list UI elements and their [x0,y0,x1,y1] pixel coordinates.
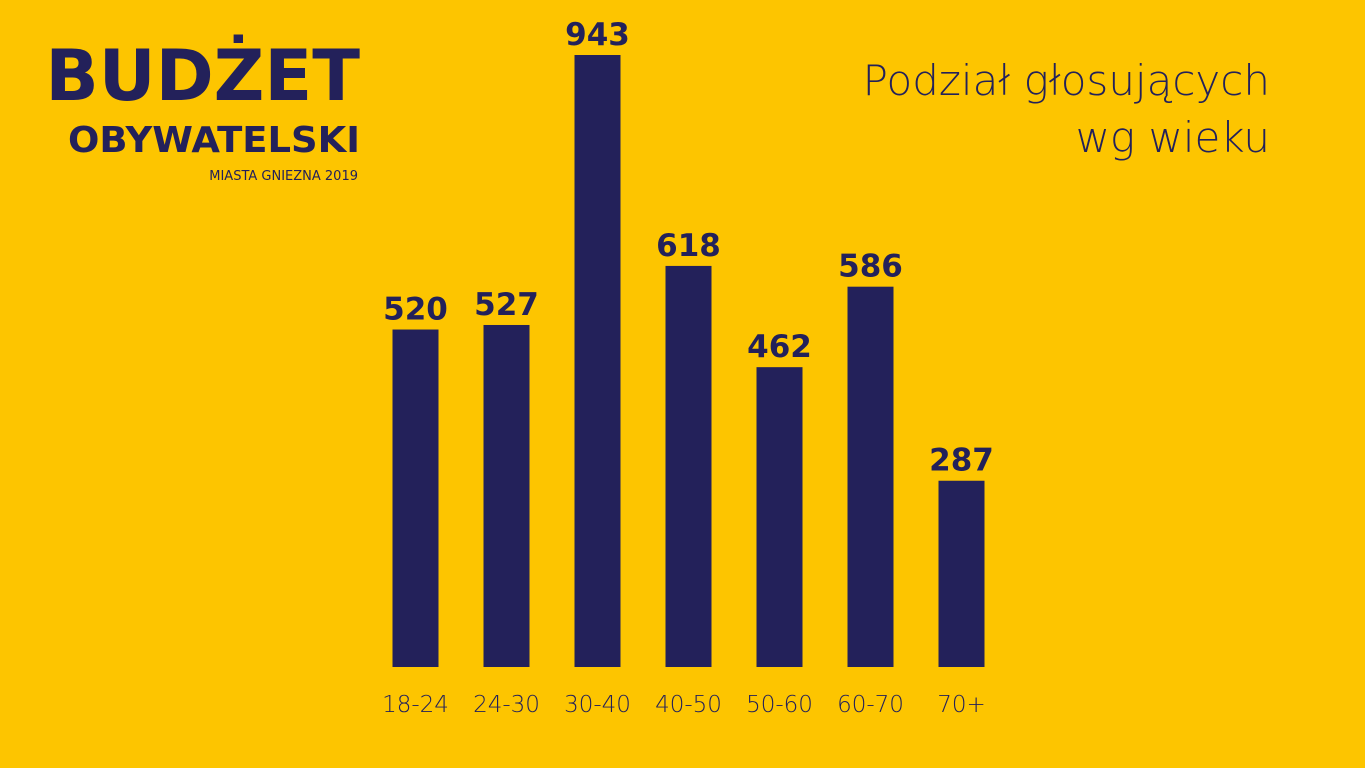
data-label: 462 [747,329,812,365]
x-tick-label: 18-24 [382,692,449,718]
x-tick-label: 30-40 [564,692,631,718]
chart-title: wg wieku [1076,113,1270,162]
logo-subtitle: OBYWATELSKI [68,120,360,161]
bar [392,329,439,667]
data-label: 586 [838,249,903,285]
bar [756,367,803,667]
x-tick-label: 70+ [937,692,986,718]
data-label: 527 [474,287,539,323]
logo-title: BUDŻET [45,35,360,117]
data-label: 520 [383,292,448,328]
bar [483,324,530,667]
chart-title: Podział głosujących [863,56,1270,105]
x-tick-label: 50-60 [746,692,813,718]
data-label: 618 [656,228,721,264]
data-label: 287 [929,443,994,479]
x-tick-label: 40-50 [655,692,722,718]
x-tick-label: 60-70 [837,692,904,718]
bar [574,55,621,667]
data-label: 943 [565,17,630,53]
bar [665,265,712,667]
bar [847,286,894,667]
x-tick-label: 24-30 [473,692,540,718]
bar [938,480,985,667]
logo-caption: MIASTA GNIEZNA 2019 [209,169,358,184]
